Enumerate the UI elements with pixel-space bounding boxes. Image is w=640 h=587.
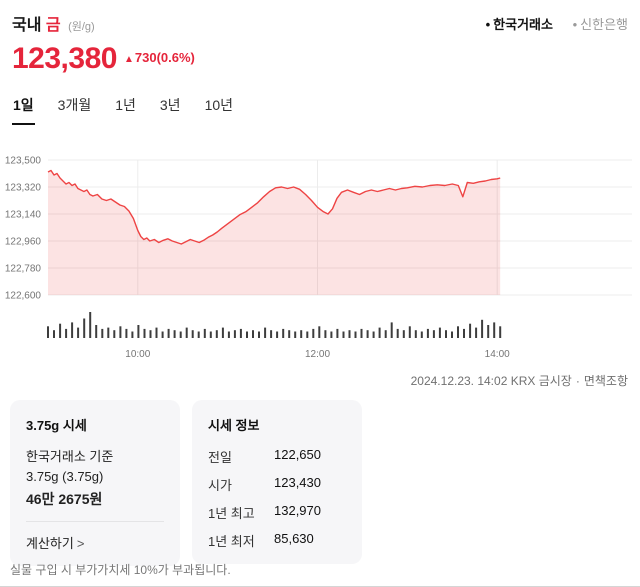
calculate-link[interactable]: 계산하기 >: [26, 522, 164, 552]
svg-text:122,780: 122,780: [5, 264, 42, 275]
price-row: 123,380 ▲730(0.6%): [12, 42, 195, 76]
svg-text:122,960: 122,960: [5, 237, 42, 248]
svg-text:12:00: 12:00: [305, 349, 330, 360]
dot-separator: ·: [575, 374, 580, 388]
info-label: 전일: [208, 450, 232, 465]
svg-text:123,140: 123,140: [5, 210, 42, 221]
quote-info-card-title: 시세 정보: [208, 418, 260, 433]
quote-info-card: 시세 정보 전일 122,650 시가 123,430 1년 최고 132,97…: [192, 400, 362, 564]
price-change: ▲730(0.6%): [124, 50, 195, 65]
svg-text:123,500: 123,500: [5, 156, 42, 167]
tab-3month[interactable]: 3개월: [57, 97, 92, 113]
source-option-krx[interactable]: • 한국거래소: [486, 17, 557, 32]
unit-price-card: 3.75g 시세 한국거래소 기준 3.75g (3.75g) 46만 2675…: [10, 400, 180, 567]
bullet-icon: •: [485, 17, 491, 32]
up-triangle-icon: ▲: [123, 54, 134, 65]
weight-label: 3.75g (3.75g): [26, 469, 104, 485]
info-value: 85,630: [274, 531, 314, 546]
page-title-prefix: 국내: [12, 17, 42, 34]
info-row-year-high: 1년 최고 132,970: [208, 503, 346, 522]
tab-1day[interactable]: 1일: [12, 92, 35, 125]
price-chart: 123,500 123,320 123,140 122,960 122,780 122,6…: [5, 156, 632, 302]
chevron-right-icon: >: [76, 536, 85, 552]
price-basis: 한국거래소 기준: [26, 449, 114, 464]
header: 국내 금 (원/g): [12, 11, 95, 35]
info-value: 132,970: [274, 503, 321, 518]
change-value: 730: [134, 50, 157, 65]
divider: [26, 521, 164, 523]
tab-1year[interactable]: 1년: [115, 97, 136, 113]
source-label-krx: 한국거래소: [493, 17, 553, 32]
unit-price-value: 46만 2675원: [26, 491, 103, 508]
change-percent: (0.6%): [156, 50, 195, 65]
bullet-icon: •: [572, 17, 578, 32]
disclaimer-link[interactable]: 면책조항: [583, 374, 628, 388]
svg-text:14:00: 14:00: [485, 349, 510, 360]
tab-10year[interactable]: 10년: [204, 97, 234, 113]
info-row-year-low: 1년 최저 85,630: [208, 531, 346, 550]
tab-3year[interactable]: 3년: [159, 97, 181, 113]
calculate-link-label: 계산하기: [26, 536, 74, 552]
info-value: 122,650: [274, 447, 321, 462]
svg-text:122,600: 122,600: [5, 291, 42, 302]
info-label: 시가: [208, 478, 232, 493]
info-value: 123,430: [274, 475, 321, 490]
info-label: 1년 최고: [208, 506, 255, 521]
svg-text:10:00: 10:00: [125, 349, 150, 360]
price-unit-label: (원/g): [68, 21, 95, 33]
svg-text:123,320: 123,320: [5, 183, 42, 194]
vat-footnote: 실물 구입 시 부가가치세 10%가 부과됩니다.: [10, 563, 231, 577]
info-row-open: 시가 123,430: [208, 475, 346, 494]
chart-meta: 2024.12.23. 14:02 KRX 금시장 · 면책조항: [411, 372, 628, 389]
info-row-prev-close: 전일 122,650: [208, 447, 346, 466]
current-price: 123,380: [12, 42, 117, 75]
info-label: 1년 최저: [208, 534, 255, 549]
exchange-source-toggle: • 한국거래소 • 신한은행: [470, 14, 628, 33]
timestamp: 2024.12.23. 14:02 KRX 금시장: [410, 374, 572, 388]
volume-chart: 10:00 12:00 14:00: [47, 312, 510, 360]
source-label-shinhan: 신한은행: [580, 17, 628, 32]
page-title-highlight: 금: [45, 17, 61, 34]
period-tabs: 1일 3개월 1년 3년 10년: [12, 92, 234, 125]
unit-price-card-title: 3.75g 시세: [26, 418, 87, 433]
source-option-shinhan[interactable]: • 신한은행: [573, 17, 628, 32]
